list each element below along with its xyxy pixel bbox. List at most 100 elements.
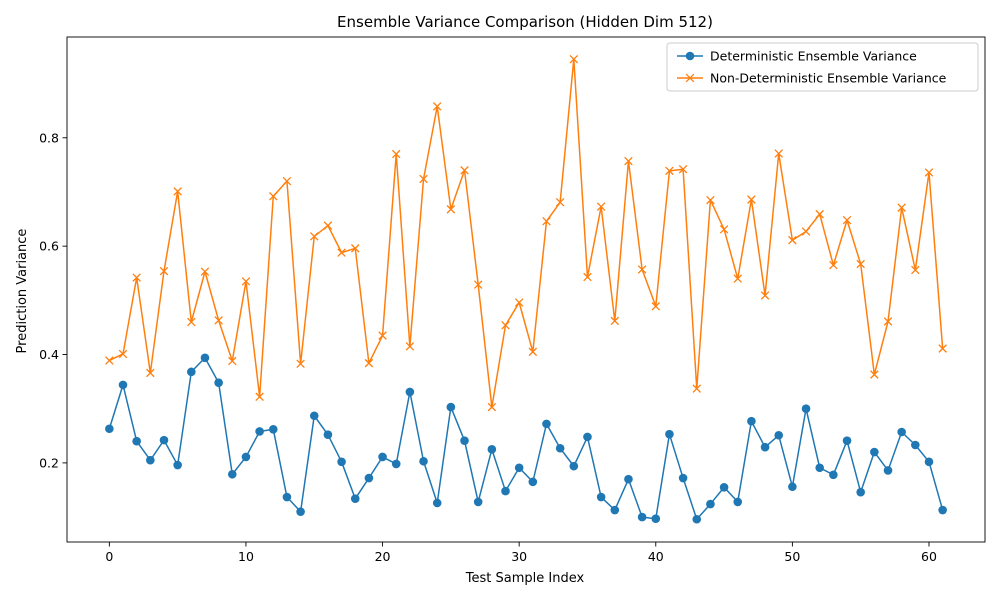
- x-tick-label: 20: [375, 549, 391, 564]
- data-point: [555, 443, 565, 453]
- data-point: [460, 436, 469, 445]
- data-point: [542, 216, 551, 226]
- data-point: [706, 499, 715, 509]
- legend-marker: [685, 73, 695, 83]
- data-point: [583, 272, 592, 282]
- data-point: [323, 221, 333, 230]
- data-point: [624, 156, 633, 166]
- data-point: [473, 280, 483, 289]
- data-point: [432, 102, 442, 111]
- x-tick-label: 10: [238, 549, 254, 564]
- legend-label: Deterministic Ensemble Variance: [710, 49, 917, 64]
- data-point: [419, 456, 428, 466]
- data-point: [897, 427, 906, 437]
- y-tick-label: 0.8: [39, 130, 59, 145]
- data-point: [829, 260, 838, 270]
- data-point: [842, 436, 852, 445]
- data-point: [692, 384, 702, 393]
- data-point: [637, 512, 647, 522]
- data-point: [747, 416, 756, 426]
- data-point: [146, 455, 155, 465]
- data-point: [391, 149, 401, 159]
- data-point: [241, 452, 251, 462]
- data-point: [446, 205, 456, 214]
- legend-box: [666, 42, 979, 92]
- data-point: [132, 436, 141, 446]
- data-point: [187, 317, 196, 327]
- data-point: [296, 507, 305, 516]
- data-point: [911, 440, 920, 450]
- data-point: [173, 187, 182, 196]
- data-point: [309, 411, 319, 421]
- data-point: [569, 461, 579, 471]
- data-point: [432, 498, 442, 508]
- data-point: [624, 474, 633, 484]
- data-point: [870, 370, 879, 379]
- data-point: [309, 232, 319, 241]
- data-point: [610, 316, 620, 326]
- legend-marker: [685, 51, 695, 61]
- data-point: [364, 358, 374, 368]
- data-point: [364, 473, 374, 483]
- data-point: [733, 274, 743, 283]
- data-point: [856, 259, 865, 269]
- x-tick-label: 60: [921, 549, 937, 564]
- data-point: [760, 442, 770, 452]
- legend-label: Non-Deterministic Ensemble Variance: [710, 71, 947, 86]
- data-point: [105, 424, 114, 434]
- data-point: [651, 514, 661, 524]
- data-point: [760, 291, 770, 300]
- data-point: [268, 424, 278, 434]
- data-point: [255, 427, 264, 436]
- data-point: [555, 198, 565, 207]
- y-tick-label: 0.6: [39, 239, 59, 254]
- data-point: [105, 356, 114, 365]
- data-point: [719, 482, 729, 492]
- data-point: [405, 342, 415, 351]
- data-point: [924, 457, 934, 467]
- data-point: [719, 225, 729, 234]
- data-point: [801, 404, 811, 414]
- data-point: [747, 195, 756, 204]
- data-point: [815, 209, 824, 219]
- data-point: [350, 244, 360, 253]
- data-point: [214, 378, 223, 387]
- data-point: [788, 482, 797, 492]
- data-point: [911, 265, 920, 275]
- data-point: [774, 430, 784, 440]
- data-point: [391, 459, 401, 469]
- data-point: [938, 344, 947, 353]
- data-point: [678, 164, 688, 174]
- data-point: [200, 267, 210, 276]
- data-point: [446, 402, 456, 412]
- data-point: [419, 174, 428, 184]
- data-point: [665, 429, 674, 439]
- data-point: [214, 316, 223, 325]
- data-point: [924, 168, 934, 177]
- data-point: [514, 298, 524, 307]
- data-point: [883, 466, 893, 475]
- x-tick-label: 50: [784, 549, 800, 564]
- data-point: [405, 387, 415, 397]
- data-point: [610, 505, 620, 515]
- data-point: [883, 317, 893, 326]
- data-point: [269, 192, 278, 201]
- data-point: [501, 486, 510, 496]
- data-point: [228, 356, 237, 366]
- data-point: [487, 445, 497, 454]
- legend: Deterministic Ensemble Variance Non-Deter…: [666, 42, 979, 92]
- data-point: [542, 419, 551, 429]
- axes-frame: [66, 36, 986, 543]
- x-tick-label: 30: [511, 549, 527, 564]
- data-point: [227, 469, 237, 479]
- plot-area: 0 10 20 30 40 50 60 0.2 0.4 0.6 0.8: [39, 36, 986, 564]
- data-point: [146, 368, 155, 378]
- x-axis-label: Test Sample Index: [465, 571, 585, 586]
- data-point: [487, 402, 497, 412]
- data-point: [473, 497, 483, 507]
- data-point: [788, 235, 797, 245]
- series-line-0: [108, 357, 944, 520]
- data-point: [583, 432, 592, 442]
